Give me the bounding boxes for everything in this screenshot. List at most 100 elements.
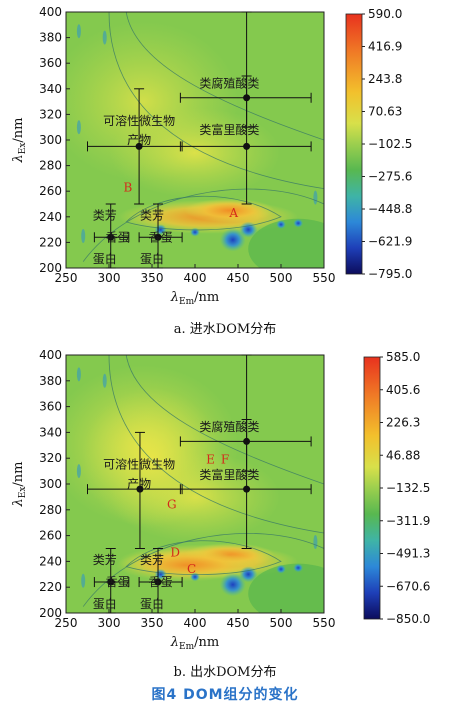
colorbar-label: 416.9 [368,40,402,54]
region-label: 类富里酸类 [199,122,259,137]
colorbar-label: −491.3 [386,547,430,561]
peak-point [243,142,251,150]
y-tick-label: 380 [39,374,62,388]
contour-line [125,195,282,231]
region-label: 香蛋 [149,230,173,244]
colorbar-label: −795.0 [368,267,412,281]
x-tick-label: 400 [184,616,207,630]
region-label: 类富里酸类 [199,467,259,482]
colorbar-label: −102.5 [368,137,412,151]
y-tick-label: 360 [39,400,62,414]
heatmap-streak [81,229,86,243]
y-tick-label: 300 [39,133,62,147]
x-tick-label: 550 [313,616,336,630]
region-label: 产物 [127,477,151,491]
x-tick-label: 450 [227,271,250,285]
peak-marker [138,548,183,614]
region-letter: A [228,206,238,220]
y-tick-label: 340 [39,82,62,96]
region-label: 香蛋 [106,575,130,589]
y-tick-label: 220 [39,235,62,249]
heatmap-region [248,563,324,613]
y-axis-label: λEx/nm [11,462,28,508]
heatmap-field [66,355,324,613]
chart-b: 250 300 350 400 450 500 550 200 220 240 260 280 300 3… [11,348,430,652]
heatmap-low-spot [190,227,200,237]
caption-b: b. 出水DOM分布 [173,665,277,680]
region-label: 类芳 [93,553,117,567]
y-tick-label: 280 [39,159,62,173]
region-label: 产物 [127,133,151,147]
peak-point [107,233,115,241]
x-axis-label: λEm/nm [170,290,219,307]
heatmap-streak [81,573,86,588]
region-letter: D [170,545,180,559]
colorbar-label: −850.0 [386,612,430,626]
y-axis-label: λEx/nm [11,118,28,164]
colorbar-label: 243.8 [368,72,402,86]
y-tick-label: 220 [39,580,62,594]
y-tick-label: 240 [39,210,62,224]
region-label: 类腐殖酸类 [199,76,259,91]
contour-line [125,355,324,485]
peak-point [135,142,143,150]
colorbar-label: 70.63 [368,105,402,119]
peak-point [154,233,162,241]
contour-line [125,12,324,141]
figure-title: 图4 DOM组分的变化 [151,687,299,703]
x-tick-label: 350 [141,616,164,630]
heatmap-streak [102,30,107,45]
x-tick-label: 550 [313,271,336,285]
region-letter: C [187,562,196,576]
heatmap-low-spot [276,219,286,229]
y-tick-label: 320 [39,451,62,465]
region-label: 类芳 [140,553,164,567]
heatmap-streak [102,373,107,388]
region-label: 蛋白 [140,251,164,266]
x-tick-label: 350 [141,271,164,285]
peak-marker [179,11,312,205]
heatmap-hotspot [116,549,257,582]
y-tick-label: 200 [39,261,62,275]
y-tick-label: 400 [39,348,62,362]
x-tick-label: 400 [184,271,207,285]
region-label: 可溶性微生物 [103,457,175,472]
region-letter: B [124,180,133,194]
colorbar-label: 46.88 [386,448,420,462]
region-label: 可溶性微生物 [103,113,175,128]
heatmap-region [82,388,222,529]
region-letter: G [167,498,177,512]
caption-a: a. 进水DOM分布 [173,322,277,337]
y-tick-label: 300 [39,477,62,491]
colorbar [345,13,363,275]
y-tick-label: 280 [39,503,62,517]
colorbar-label: 405.6 [386,383,420,397]
colorbar-label: 590.0 [368,7,402,21]
heatmap-streak [76,120,81,135]
x-tick-label: 250 [55,616,78,630]
heatmap-region [248,218,324,268]
y-tick-label: 340 [39,425,62,439]
region-label: 蛋白 [93,251,117,266]
peak-marker [93,203,130,269]
contour-line [108,355,324,534]
x-tick-label: 500 [270,616,293,630]
peak-point [107,578,115,586]
heatmap-low-spot [239,221,258,238]
heatmap-low-spot [219,572,246,597]
peak-marker [87,88,183,205]
heatmap-low-spot [276,564,286,574]
colorbar-label: 585.0 [386,350,420,364]
peak-marker [87,431,183,549]
y-tick-label: 200 [39,606,62,620]
peak-point [243,485,251,493]
heatmap-low-spot [293,218,304,228]
region-letter: E [206,452,215,466]
region-label: 类腐殖酸类 [199,419,259,434]
heatmap-streak [313,190,318,205]
contour-line [108,12,324,190]
colorbar-label: −275.6 [368,170,412,184]
y-tick-label: 260 [39,529,62,543]
y-tick-label: 320 [39,107,62,121]
colorbar-label: −132.5 [386,481,430,495]
